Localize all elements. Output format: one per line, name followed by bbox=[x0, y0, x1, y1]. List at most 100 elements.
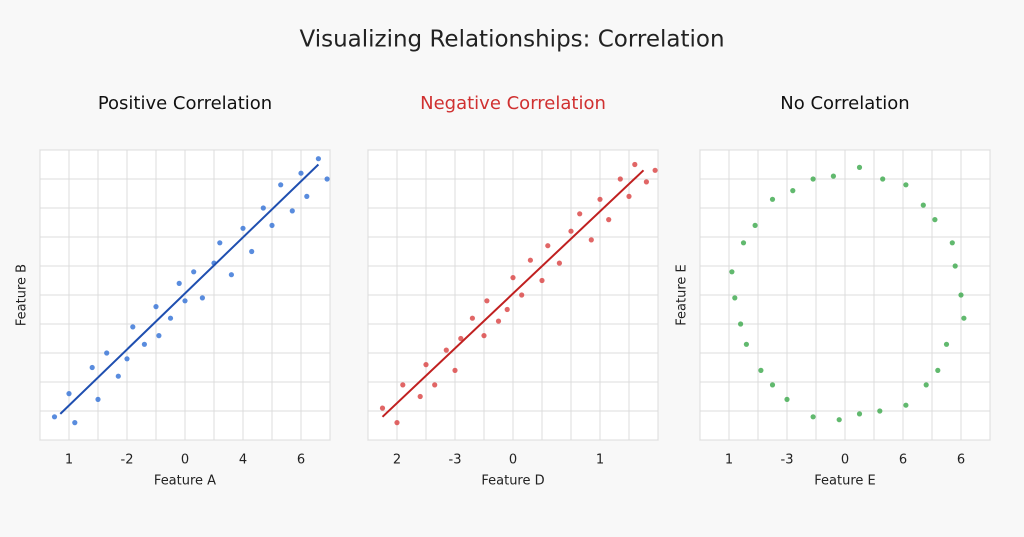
point bbox=[784, 396, 790, 402]
point bbox=[156, 333, 162, 339]
point bbox=[556, 260, 563, 266]
point bbox=[632, 161, 638, 168]
point bbox=[324, 176, 330, 182]
point bbox=[606, 217, 612, 223]
point bbox=[228, 272, 234, 278]
point bbox=[810, 414, 816, 420]
point bbox=[877, 408, 883, 414]
panel-title: Positive Correlation bbox=[98, 93, 272, 114]
x-tick-label: 0 bbox=[841, 453, 849, 468]
point bbox=[153, 304, 159, 310]
point bbox=[379, 405, 386, 411]
point bbox=[481, 333, 487, 339]
point bbox=[836, 417, 842, 423]
point bbox=[432, 382, 438, 388]
x-tick-label: 1 bbox=[596, 453, 604, 468]
y-axis-label: Feature E bbox=[675, 264, 690, 325]
x-tick-label: 1 bbox=[725, 453, 733, 468]
point bbox=[880, 176, 886, 182]
point bbox=[104, 350, 110, 356]
x-tick-label: 6 bbox=[899, 453, 907, 468]
point bbox=[289, 208, 295, 214]
point bbox=[758, 367, 764, 373]
trend-line bbox=[381, 169, 645, 418]
point bbox=[469, 315, 475, 321]
point bbox=[115, 373, 121, 379]
point bbox=[315, 156, 321, 162]
point bbox=[856, 164, 863, 170]
point bbox=[249, 248, 255, 255]
point bbox=[769, 196, 776, 202]
x-tick-label: 6 bbox=[297, 453, 305, 468]
point bbox=[176, 280, 182, 286]
point bbox=[298, 170, 304, 176]
x-tick-label: -3 bbox=[449, 453, 462, 468]
point bbox=[510, 275, 516, 281]
x-axis-label: Feature A bbox=[154, 474, 216, 489]
point bbox=[923, 382, 929, 388]
point bbox=[740, 240, 747, 246]
point bbox=[545, 243, 551, 249]
point bbox=[124, 356, 130, 362]
point bbox=[95, 396, 101, 402]
point bbox=[732, 295, 738, 301]
point bbox=[588, 237, 594, 243]
point bbox=[278, 182, 284, 188]
x-axis-label: Feature E bbox=[814, 474, 875, 489]
point bbox=[167, 315, 174, 321]
point bbox=[790, 188, 796, 194]
x-tick-label: 0 bbox=[181, 453, 189, 468]
point bbox=[199, 295, 205, 301]
point bbox=[597, 196, 603, 202]
point bbox=[743, 341, 750, 347]
x-tick-label: 0 bbox=[509, 453, 517, 468]
x-tick-label: -2 bbox=[121, 453, 134, 468]
main-title: Visualizing Relationships: Correlation bbox=[299, 27, 724, 53]
point bbox=[217, 240, 223, 246]
point bbox=[182, 298, 188, 304]
point bbox=[452, 367, 458, 373]
point bbox=[920, 202, 926, 208]
point bbox=[752, 222, 758, 228]
point bbox=[856, 411, 863, 417]
point bbox=[643, 179, 650, 185]
panel-title: No Correlation bbox=[780, 93, 909, 114]
x-tick-label: 4 bbox=[239, 453, 247, 468]
point bbox=[769, 382, 776, 388]
point bbox=[504, 306, 510, 313]
point bbox=[51, 414, 58, 420]
point bbox=[652, 167, 658, 173]
point bbox=[458, 335, 464, 342]
point bbox=[394, 420, 400, 426]
x-tick-label: 6 bbox=[957, 453, 965, 468]
point bbox=[72, 420, 78, 426]
point bbox=[260, 205, 266, 211]
y-axis-label: Feature B bbox=[15, 264, 30, 326]
x-axis-label: Feature D bbox=[481, 474, 544, 489]
point bbox=[729, 269, 735, 275]
point bbox=[240, 225, 246, 231]
point bbox=[810, 176, 816, 182]
point bbox=[304, 193, 310, 199]
point bbox=[932, 217, 938, 223]
point bbox=[141, 341, 147, 347]
point bbox=[417, 393, 423, 400]
point bbox=[527, 257, 534, 263]
point bbox=[626, 193, 632, 199]
point bbox=[130, 324, 136, 330]
point bbox=[519, 292, 525, 298]
point bbox=[935, 367, 941, 373]
point bbox=[903, 182, 909, 188]
point bbox=[961, 315, 967, 321]
point bbox=[568, 228, 574, 234]
point bbox=[443, 347, 449, 353]
point bbox=[577, 211, 583, 217]
x-tick-label: 1 bbox=[65, 453, 73, 468]
point bbox=[400, 382, 406, 388]
point bbox=[484, 298, 490, 304]
point bbox=[423, 362, 429, 368]
point bbox=[495, 318, 502, 324]
x-tick-label: -3 bbox=[781, 453, 794, 468]
